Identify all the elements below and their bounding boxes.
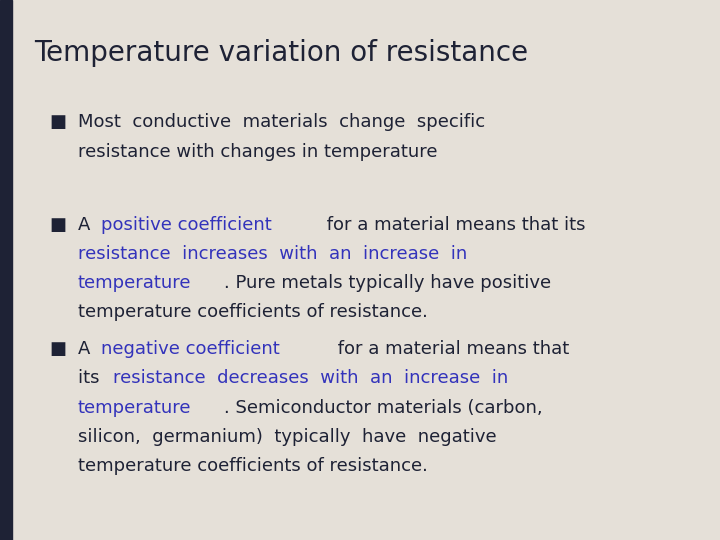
Text: A: A	[78, 340, 96, 358]
Text: temperature: temperature	[78, 274, 192, 292]
Text: resistance  decreases  with  an  increase  in: resistance decreases with an increase in	[113, 369, 508, 387]
Text: temperature coefficients of resistance.: temperature coefficients of resistance.	[78, 457, 428, 475]
Text: for a material means that: for a material means that	[332, 340, 569, 358]
Bar	[0, 0, 12, 540]
Text: resistance  increases  with  an  increase  in: resistance increases with an increase in	[78, 245, 467, 263]
Text: temperature: temperature	[78, 399, 192, 416]
Text: . Semiconductor materials (carbon,: . Semiconductor materials (carbon,	[224, 399, 543, 416]
Text: for a material means that its: for a material means that its	[321, 216, 586, 234]
Text: resistance with changes in temperature: resistance with changes in temperature	[78, 143, 437, 160]
Text: temperature coefficients of resistance.: temperature coefficients of resistance.	[78, 303, 428, 321]
Text: Most  conductive  materials  change  specific: Most conductive materials change specifi…	[78, 113, 485, 131]
Text: positive coefficient: positive coefficient	[101, 216, 272, 234]
Text: Temperature variation of resistance: Temperature variation of resistance	[35, 39, 528, 67]
Text: A: A	[78, 216, 96, 234]
Text: . Pure metals typically have positive: . Pure metals typically have positive	[224, 274, 552, 292]
Text: ■: ■	[49, 216, 66, 234]
Text: ■: ■	[49, 340, 66, 358]
Text: negative coefficient: negative coefficient	[101, 340, 280, 358]
Text: its: its	[78, 369, 105, 387]
Text: ■: ■	[49, 113, 66, 131]
Text: silicon,  germanium)  typically  have  negative: silicon, germanium) typically have negat…	[78, 428, 496, 445]
